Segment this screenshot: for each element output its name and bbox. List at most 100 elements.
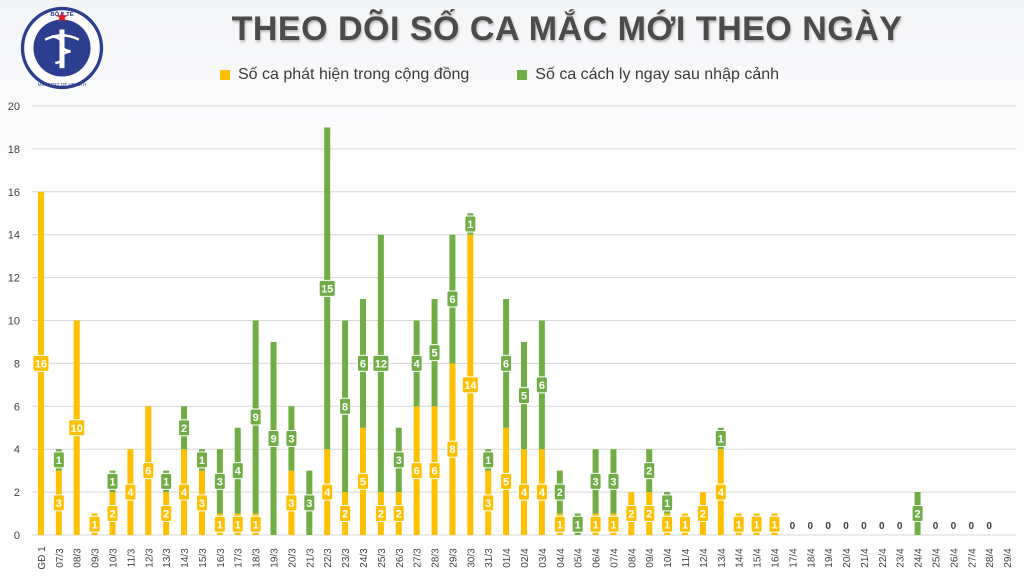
data-label-bg-community xyxy=(446,440,459,458)
data-label-bg-quarantine xyxy=(318,279,336,297)
data-label-community: 1 xyxy=(593,519,599,531)
x-tick-label: 03/4 xyxy=(538,548,549,568)
data-label-community: 3 xyxy=(485,498,491,510)
x-tick-label: 08/3 xyxy=(73,548,84,568)
x-tick-label: 30/3 xyxy=(466,548,477,568)
data-label-bg-community xyxy=(321,483,334,501)
data-label-bg-quarantine xyxy=(106,472,119,490)
x-tick-label: 14/3 xyxy=(180,548,191,568)
x-tick-label: 09/4 xyxy=(645,548,656,568)
data-label-community: 1 xyxy=(217,519,223,531)
y-tick-label: 8 xyxy=(14,358,20,370)
data-label-bg-quarantine xyxy=(231,462,244,480)
y-tick-label: 18 xyxy=(8,144,20,156)
data-label-bg-quarantine xyxy=(535,376,548,394)
data-label-bg-community xyxy=(52,494,65,512)
data-label-community: 6 xyxy=(414,466,420,478)
data-label-bg-community xyxy=(696,505,709,523)
data-label-community: 1 xyxy=(771,519,777,531)
x-tick-label: 15/4 xyxy=(753,548,764,568)
x-tick-label: 08/4 xyxy=(627,548,638,568)
x-tick-label: 20/3 xyxy=(287,548,298,568)
data-label-quarantine: 1 xyxy=(199,455,205,467)
data-label-community: 1 xyxy=(754,519,760,531)
x-tick-label: 12/3 xyxy=(144,548,155,568)
data-label-community: 6 xyxy=(145,466,151,478)
x-tick-label: 11/3 xyxy=(126,548,137,567)
data-label-bg-quarantine xyxy=(714,429,727,447)
data-label-quarantine: 12 xyxy=(375,358,387,370)
legend-swatch-community xyxy=(220,70,230,80)
data-label-bg-community xyxy=(768,515,781,533)
data-label-bg-community xyxy=(374,505,387,523)
data-label-quarantine: 9 xyxy=(270,433,276,445)
data-label-bg-quarantine xyxy=(589,472,602,490)
ministry-of-health-logo: BỘ Y TẾ MINISTRY OF HEALTH xyxy=(20,6,104,90)
x-tick-label: 26/3 xyxy=(395,548,406,568)
x-tick-label: 17/4 xyxy=(788,548,799,568)
data-label-community: 2 xyxy=(396,509,402,521)
x-tick-label: 24/4 xyxy=(914,548,925,568)
data-label-community: 3 xyxy=(56,498,62,510)
data-label-bg-community xyxy=(732,515,745,533)
data-label-bg-quarantine xyxy=(607,472,620,490)
data-label-quarantine: 2 xyxy=(181,423,187,435)
data-label-bg-community xyxy=(32,354,50,372)
data-label-quarantine: 1 xyxy=(163,476,169,488)
data-label-bg-quarantine xyxy=(518,387,530,405)
x-tick-label: 16/4 xyxy=(770,548,781,568)
x-tick-label: 29/3 xyxy=(448,548,459,568)
data-label-quarantine: 6 xyxy=(503,358,509,370)
data-label-quarantine: 6 xyxy=(449,294,455,306)
data-label-bg-quarantine xyxy=(356,354,369,372)
data-label-zero: 0 xyxy=(951,521,957,532)
data-label-quarantine: 2 xyxy=(646,466,652,478)
data-label-bg-community xyxy=(553,515,566,533)
data-label-bg-quarantine xyxy=(303,494,316,512)
data-label-community: 3 xyxy=(288,498,294,510)
x-tick-label: 15/3 xyxy=(198,548,209,568)
data-label-zero: 0 xyxy=(861,521,867,532)
data-label-zero: 0 xyxy=(879,521,885,532)
data-label-community: 2 xyxy=(163,509,169,521)
x-tick-label: 10/3 xyxy=(109,548,120,568)
data-label-bg-community xyxy=(500,472,513,490)
data-label-bg-community xyxy=(213,515,226,533)
data-label-community: 4 xyxy=(521,487,528,499)
x-tick-label: 25/4 xyxy=(931,548,942,568)
data-label-bg-community xyxy=(589,515,602,533)
data-label-bg-community xyxy=(68,419,86,437)
data-label-quarantine: 3 xyxy=(396,455,402,467)
data-label-bg-community xyxy=(643,505,656,523)
data-label-community: 1 xyxy=(253,519,259,531)
x-tick-label: 13/4 xyxy=(717,548,728,568)
legend-label-community: Số ca phát hiện trong cộng đồng xyxy=(238,66,470,83)
x-tick-label: 07/3 xyxy=(55,548,66,568)
x-tick-label: 21/3 xyxy=(305,548,316,568)
data-label-bg-quarantine xyxy=(446,290,459,308)
x-tick-label: 24/3 xyxy=(359,548,370,568)
data-label-quarantine: 1 xyxy=(575,519,581,531)
legend-item-community: Số ca phát hiện trong cộng đồng xyxy=(220,66,469,84)
x-tick-label: 14/4 xyxy=(735,548,746,568)
x-tick-label: 09/3 xyxy=(91,548,102,568)
data-label-quarantine: 2 xyxy=(915,509,921,521)
x-tick-label: 31/3 xyxy=(484,548,495,568)
data-label-bg-community xyxy=(249,515,262,533)
data-label-bg-community xyxy=(231,515,244,533)
data-label-bg-community xyxy=(88,515,101,533)
data-label-bg-quarantine xyxy=(392,451,405,469)
data-label-bg-community xyxy=(356,472,369,490)
data-label-zero: 0 xyxy=(825,521,831,532)
x-tick-label: 27/4 xyxy=(967,548,978,568)
data-label-community: 1 xyxy=(610,519,616,531)
data-label-community: 1 xyxy=(235,519,241,531)
data-label-quarantine: 3 xyxy=(217,476,223,488)
data-label-bg-quarantine xyxy=(500,354,513,372)
data-label-bg-community xyxy=(750,515,763,533)
data-label-bg-community xyxy=(339,505,352,523)
data-label-bg-community xyxy=(178,483,191,501)
x-tick-label: 16/3 xyxy=(216,548,227,568)
data-label-bg-quarantine xyxy=(428,344,441,362)
